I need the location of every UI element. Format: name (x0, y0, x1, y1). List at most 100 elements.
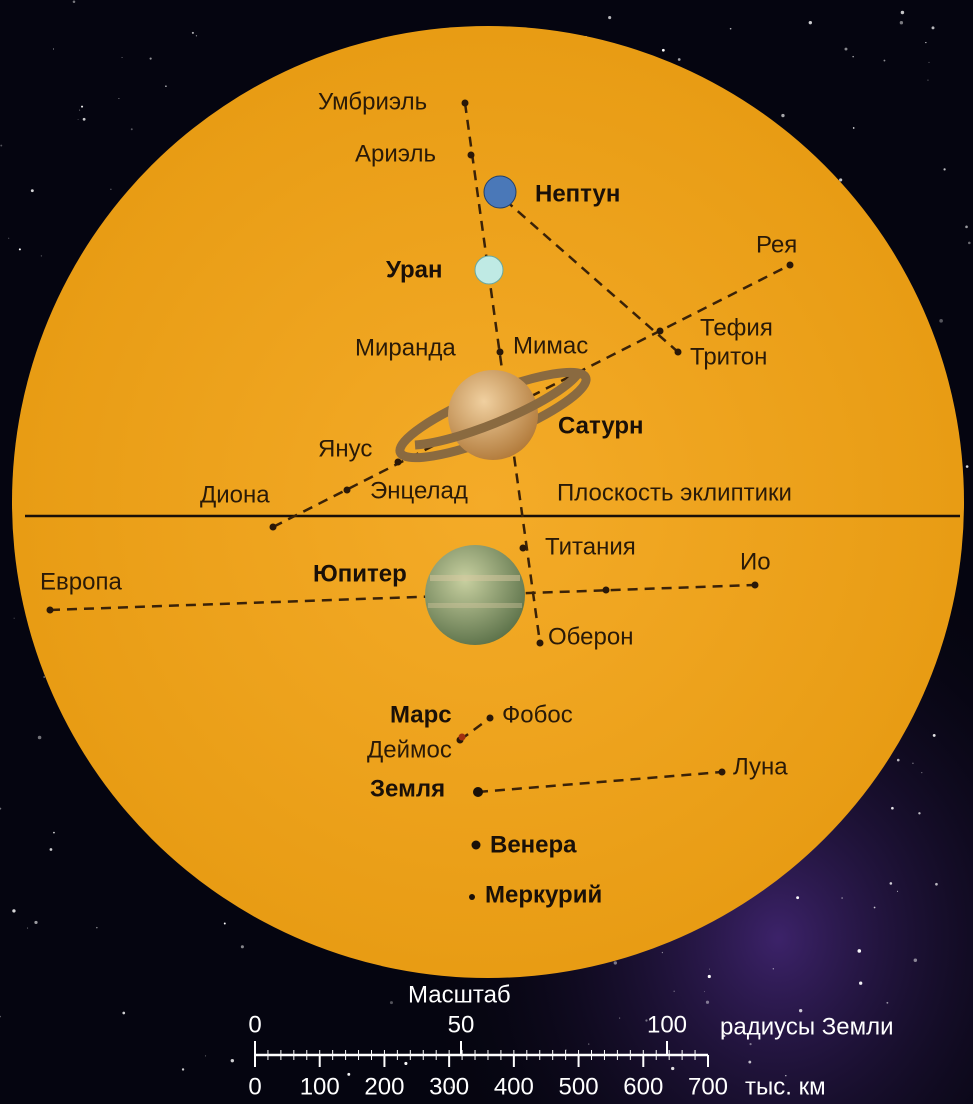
scale-km-label: 700 (688, 1073, 728, 1100)
earth (473, 787, 483, 797)
moon-dot (395, 459, 402, 466)
mars (459, 734, 466, 741)
star (182, 1068, 184, 1070)
star (918, 812, 920, 814)
moon-label: Ариэль (355, 140, 436, 167)
star (839, 178, 842, 181)
star (79, 110, 80, 111)
star (131, 128, 133, 130)
star (853, 127, 855, 129)
neptune (484, 176, 516, 208)
scale-km-label: 100 (300, 1073, 340, 1100)
planet-label: Марс (390, 701, 452, 728)
star (347, 1073, 350, 1076)
jupiter-band (428, 603, 522, 608)
scale-km-label: 0 (248, 1073, 261, 1100)
star (78, 119, 79, 120)
moon-label: Диона (200, 481, 270, 508)
star (897, 891, 898, 892)
star (34, 921, 37, 924)
star (608, 16, 611, 19)
star (619, 1018, 620, 1019)
star (241, 945, 244, 948)
star (19, 248, 21, 250)
star (8, 238, 9, 239)
star (662, 49, 665, 52)
venus (472, 841, 481, 850)
star (83, 118, 86, 121)
star (943, 168, 945, 170)
planet-label: Уран (386, 256, 443, 283)
scale-km-label: 400 (494, 1073, 534, 1100)
planet-label: Сатурн (558, 412, 644, 439)
star (927, 79, 928, 80)
star (799, 1009, 802, 1012)
planet-label: Нептун (535, 180, 620, 207)
moon-label: Луна (733, 753, 788, 780)
scale-km-label: 600 (623, 1073, 663, 1100)
star (730, 28, 732, 30)
star (118, 98, 119, 99)
moon-label: Янус (318, 435, 372, 462)
star (150, 58, 152, 60)
scale-km-label: 300 (429, 1073, 469, 1100)
star (928, 62, 929, 63)
star (886, 1002, 888, 1004)
scale-title: Масштаб (408, 981, 511, 1008)
star (809, 21, 812, 24)
star (196, 35, 197, 36)
jupiter-band (430, 575, 520, 581)
moon-label: Рея (756, 231, 797, 258)
star (859, 982, 862, 985)
moon-dot (270, 524, 277, 531)
moon-dot (719, 769, 726, 776)
star (122, 57, 123, 58)
star (38, 736, 42, 740)
moon-label: Фобос (502, 701, 573, 728)
moon-label: Деймос (367, 736, 452, 763)
moon-dot (787, 262, 794, 269)
star (41, 255, 42, 256)
star (50, 848, 53, 851)
star (914, 958, 917, 961)
star (773, 968, 774, 969)
star (966, 465, 969, 468)
star (890, 882, 893, 885)
star (671, 1067, 674, 1070)
star (96, 927, 98, 929)
star (165, 85, 167, 87)
star (53, 48, 54, 49)
planet-label: Юпитер (313, 560, 407, 587)
moon-dot (468, 152, 475, 159)
star (122, 1012, 125, 1015)
planet-label: Венера (490, 831, 577, 858)
star (53, 832, 55, 834)
planet-label: Земля (370, 775, 445, 802)
star (939, 319, 943, 323)
moon-dot (752, 582, 759, 589)
star (858, 949, 862, 953)
moon-label: Европа (40, 568, 122, 595)
star (12, 909, 15, 912)
star (709, 969, 710, 970)
star (110, 189, 111, 190)
moon-dot (344, 487, 351, 494)
star (921, 772, 922, 773)
scale-radii-unit: радиусы Земли (720, 1013, 894, 1040)
moon-dot (603, 587, 610, 594)
star (0, 145, 2, 147)
star (231, 1059, 234, 1062)
moon-label: Тефия (700, 314, 773, 341)
moon-label: Миранда (355, 334, 456, 361)
star (933, 734, 936, 737)
moon-label: Оберон (548, 623, 633, 650)
star (224, 923, 226, 925)
scale-km-label: 200 (364, 1073, 404, 1100)
star (749, 1043, 751, 1045)
star (932, 26, 935, 29)
star (31, 189, 34, 192)
star (884, 60, 886, 62)
moon-dot (487, 715, 494, 722)
star (845, 48, 848, 51)
star (901, 11, 904, 14)
